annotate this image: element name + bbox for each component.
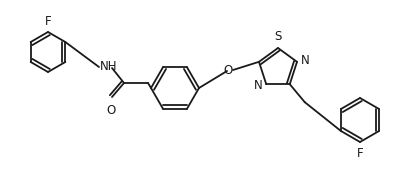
Text: N: N <box>301 54 310 67</box>
Text: S: S <box>274 30 282 43</box>
Text: N: N <box>253 79 262 92</box>
Text: F: F <box>45 15 51 28</box>
Text: O: O <box>106 104 115 117</box>
Text: O: O <box>223 63 233 76</box>
Text: F: F <box>356 147 363 160</box>
Text: NH: NH <box>100 61 117 74</box>
